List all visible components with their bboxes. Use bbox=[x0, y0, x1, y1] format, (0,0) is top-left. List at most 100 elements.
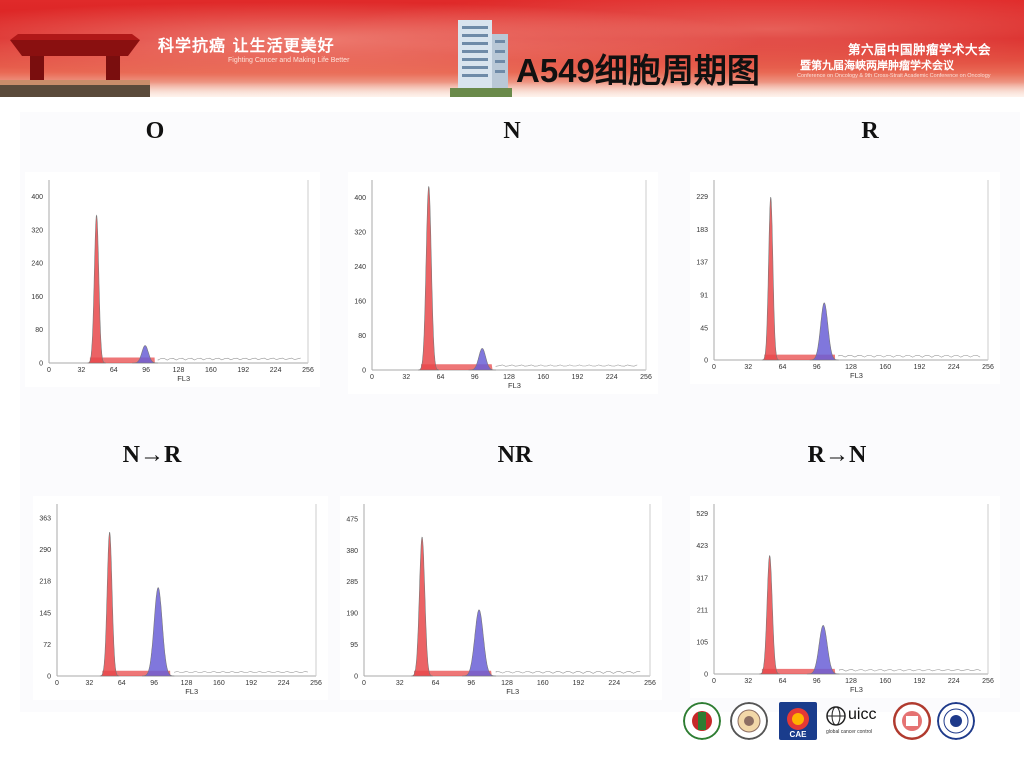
x-axis-label: FL3 bbox=[185, 687, 198, 696]
histogram-r-to-n: 0 105 211 317 423 529 0 32 64 96 128 160 192 224 256 FL… bbox=[690, 496, 1000, 698]
x-tick-label: 192 bbox=[914, 364, 926, 371]
y-tick-label: 190 bbox=[346, 611, 358, 618]
chart-label-n: N bbox=[503, 118, 521, 144]
x-tick-label: 256 bbox=[982, 678, 994, 685]
x-axis-label: FL3 bbox=[177, 374, 190, 383]
y-tick-label: 290 bbox=[39, 547, 51, 554]
x-tick-label: 128 bbox=[173, 367, 185, 374]
slide-title: A549细胞周期图 bbox=[516, 52, 760, 89]
y-tick-label: 72 bbox=[43, 642, 51, 649]
y-tick-label: 145 bbox=[39, 610, 51, 617]
x-tick-label: 224 bbox=[278, 680, 290, 687]
y-tick-label: 105 bbox=[696, 640, 708, 647]
y-tick-label: 0 bbox=[47, 674, 51, 681]
debris-trace bbox=[174, 671, 308, 673]
g1-peak bbox=[761, 197, 780, 361]
g1-peak bbox=[99, 531, 120, 677]
x-tick-label: 224 bbox=[948, 678, 960, 685]
chart-label-r: R bbox=[861, 118, 879, 144]
x-tick-label: 160 bbox=[537, 374, 549, 381]
x-tick-label: 0 bbox=[712, 678, 716, 685]
x-tick-label: 32 bbox=[396, 680, 404, 687]
y-tick-label: 80 bbox=[35, 327, 43, 334]
histogram-nr: 0 95 190 285 380 475 0 32 64 96 128 160 192 224 256 FL3 bbox=[340, 496, 662, 700]
association-logo-1 bbox=[683, 702, 721, 740]
y-tick-label: 160 bbox=[31, 294, 43, 301]
y-tick-label: 91 bbox=[700, 293, 708, 300]
uicc-subtitle: global cancer control bbox=[826, 729, 873, 735]
y-tick-label: 380 bbox=[346, 548, 358, 555]
g1-peak bbox=[417, 186, 440, 371]
x-tick-label: 0 bbox=[362, 680, 366, 687]
x-tick-label: 96 bbox=[467, 680, 475, 687]
x-tick-label: 256 bbox=[310, 680, 322, 687]
x-tick-label: 256 bbox=[644, 680, 656, 687]
x-tick-label: 64 bbox=[432, 680, 440, 687]
y-tick-label: 285 bbox=[346, 579, 358, 586]
x-tick-label: 96 bbox=[471, 374, 479, 381]
x-tick-label: 160 bbox=[213, 680, 225, 687]
y-tick-label: 0 bbox=[362, 368, 366, 375]
debris-trace bbox=[157, 357, 301, 361]
y-tick-label: 400 bbox=[31, 194, 43, 201]
x-tick-label: 64 bbox=[779, 678, 787, 685]
y-tick-label: 95 bbox=[350, 642, 358, 649]
x-tick-label: 32 bbox=[744, 678, 752, 685]
y-tick-label: 400 bbox=[354, 195, 366, 202]
x-axis-label: FL3 bbox=[850, 371, 863, 380]
x-tick-label: 160 bbox=[879, 364, 891, 371]
uicc-globe-icon bbox=[826, 706, 846, 726]
association-logo-2 bbox=[730, 702, 768, 740]
y-tick-label: 529 bbox=[696, 511, 708, 518]
y-tick-label: 363 bbox=[39, 515, 51, 522]
y-tick-label: 475 bbox=[346, 516, 358, 523]
sponsor-logos: CAE uicc global cancer control bbox=[683, 702, 978, 744]
x-tick-label: 64 bbox=[110, 367, 118, 374]
x-tick-label: 192 bbox=[914, 678, 926, 685]
x-tick-label: 256 bbox=[640, 374, 652, 381]
banner-glow bbox=[0, 0, 1024, 97]
x-tick-label: 224 bbox=[270, 367, 282, 374]
x-tick-label: 32 bbox=[402, 374, 410, 381]
y-tick-label: 423 bbox=[696, 543, 708, 550]
y-tick-label: 80 bbox=[358, 333, 366, 340]
x-tick-label: 128 bbox=[181, 680, 193, 687]
uicc-logo: uicc global cancer control bbox=[826, 704, 886, 740]
x-tick-label: 0 bbox=[55, 680, 59, 687]
x-tick-label: 224 bbox=[948, 364, 960, 371]
hospital-building-image bbox=[450, 20, 512, 97]
y-tick-label: 320 bbox=[31, 227, 43, 234]
x-tick-label: 32 bbox=[744, 364, 752, 371]
chart-label-n-to-r: N→R bbox=[122, 442, 182, 468]
x-tick-label: 128 bbox=[845, 678, 857, 685]
conference-name-line2: 暨第九届海峡两岸肿瘤学术会议 bbox=[800, 59, 954, 72]
x-tick-label: 160 bbox=[537, 680, 549, 687]
y-tick-label: 137 bbox=[696, 260, 708, 267]
x-axis-label: FL3 bbox=[850, 685, 863, 694]
y-tick-label: 0 bbox=[39, 361, 43, 368]
x-tick-label: 32 bbox=[77, 367, 85, 374]
slogan-chinese: 科学抗癌 让生活更美好 bbox=[158, 36, 335, 55]
plot-background bbox=[33, 496, 328, 700]
y-tick-label: 229 bbox=[696, 194, 708, 201]
x-axis-label: FL3 bbox=[506, 687, 519, 696]
debris-trace bbox=[495, 671, 641, 674]
x-tick-label: 0 bbox=[47, 367, 51, 374]
chart-label-r-to-n: R→N bbox=[807, 442, 867, 468]
slogan-english: Fighting Cancer and Making Life Better bbox=[228, 57, 350, 64]
x-tick-label: 96 bbox=[142, 367, 150, 374]
y-tick-label: 218 bbox=[39, 579, 51, 586]
x-tick-label: 192 bbox=[237, 367, 249, 374]
x-tick-label: 224 bbox=[608, 680, 620, 687]
chart-label-o: O bbox=[145, 118, 165, 144]
x-tick-label: 192 bbox=[245, 680, 257, 687]
x-tick-label: 96 bbox=[150, 680, 158, 687]
x-tick-label: 128 bbox=[501, 680, 513, 687]
x-tick-label: 64 bbox=[118, 680, 126, 687]
y-tick-label: 45 bbox=[700, 325, 708, 332]
g1-peak bbox=[759, 555, 781, 675]
x-tick-label: 128 bbox=[503, 374, 515, 381]
g1-peak bbox=[411, 536, 433, 677]
header-banner: 科学抗癌 让生活更美好 Fighting Cancer and Making L… bbox=[0, 0, 1024, 97]
chart-label-nr: NR bbox=[497, 442, 533, 468]
